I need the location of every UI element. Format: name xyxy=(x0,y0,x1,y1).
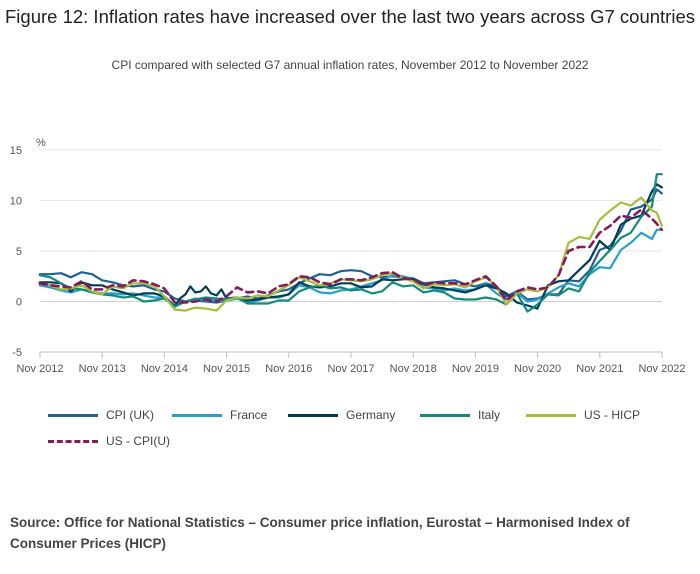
y-tick-label: 5 xyxy=(16,246,22,258)
x-tick-label: Nov 2021 xyxy=(576,363,623,375)
legend-item[interactable]: Germany xyxy=(288,408,395,422)
series-line-us-hicp[interactable] xyxy=(38,196,663,312)
series-line-cpi-uk[interactable] xyxy=(38,188,663,304)
legend-swatch xyxy=(420,413,470,417)
line-chart: -5 0 5 10 15 Nov 2012 Nov 2013 Nov 2014 Nov 2015… xyxy=(10,137,686,375)
y-tick-label: 10 xyxy=(10,196,22,208)
chart-subtitle: CPI compared with selected G7 annual inf… xyxy=(111,58,589,72)
legend-label: US - HICP xyxy=(584,408,641,422)
x-tick-label: Nov 2020 xyxy=(514,363,561,375)
legend-swatch xyxy=(48,413,98,417)
series-lines xyxy=(38,173,664,313)
y-axis-unit: % xyxy=(36,137,46,149)
series-line-us-cpi-u[interactable] xyxy=(38,208,664,304)
series-line-germany[interactable] xyxy=(38,183,663,310)
x-tick-label: Nov 2018 xyxy=(390,363,437,375)
series-line-france[interactable] xyxy=(38,228,663,307)
legend-label: Germany xyxy=(346,408,396,422)
legend-item[interactable]: US - CPI(U) xyxy=(48,434,170,448)
legend-item[interactable]: France xyxy=(172,408,267,422)
x-tick-label: Nov 2015 xyxy=(203,363,250,375)
y-tick-label: -5 xyxy=(12,347,22,359)
legend-label: US - CPI(U) xyxy=(106,434,170,448)
legend-label: Italy xyxy=(478,408,501,422)
y-tick-label: 15 xyxy=(10,145,22,157)
legend-swatch xyxy=(48,439,98,443)
axes: -5 0 5 10 15 Nov 2012 Nov 2013 Nov 2014 Nov 2015… xyxy=(10,145,686,375)
legend-item[interactable]: CPI (UK) xyxy=(48,408,154,422)
x-tick-label: Nov 2014 xyxy=(141,363,188,375)
x-tick-label: Nov 2012 xyxy=(16,363,63,375)
x-tick-label: Nov 2019 xyxy=(452,363,499,375)
legend-item[interactable]: Italy xyxy=(420,408,500,422)
x-tick-label: Nov 2013 xyxy=(79,363,126,375)
legend-label: CPI (UK) xyxy=(106,408,154,422)
legend-label: France xyxy=(230,408,268,422)
source-note: Source: Office for National Statistics –… xyxy=(10,515,630,551)
x-tick-label: Nov 2017 xyxy=(327,363,374,375)
y-tick-label: 0 xyxy=(16,297,22,309)
x-tick-label: Nov 2022 xyxy=(638,363,685,375)
legend-swatch xyxy=(526,413,576,417)
chart-title: Figure 12: Inflation rates have increase… xyxy=(5,6,695,27)
legend-item[interactable]: US - HICP xyxy=(526,408,640,422)
legend-swatch xyxy=(288,413,338,417)
series-line-italy[interactable] xyxy=(38,173,663,313)
x-tick-label: Nov 2016 xyxy=(265,363,312,375)
legend-swatch xyxy=(172,413,222,417)
